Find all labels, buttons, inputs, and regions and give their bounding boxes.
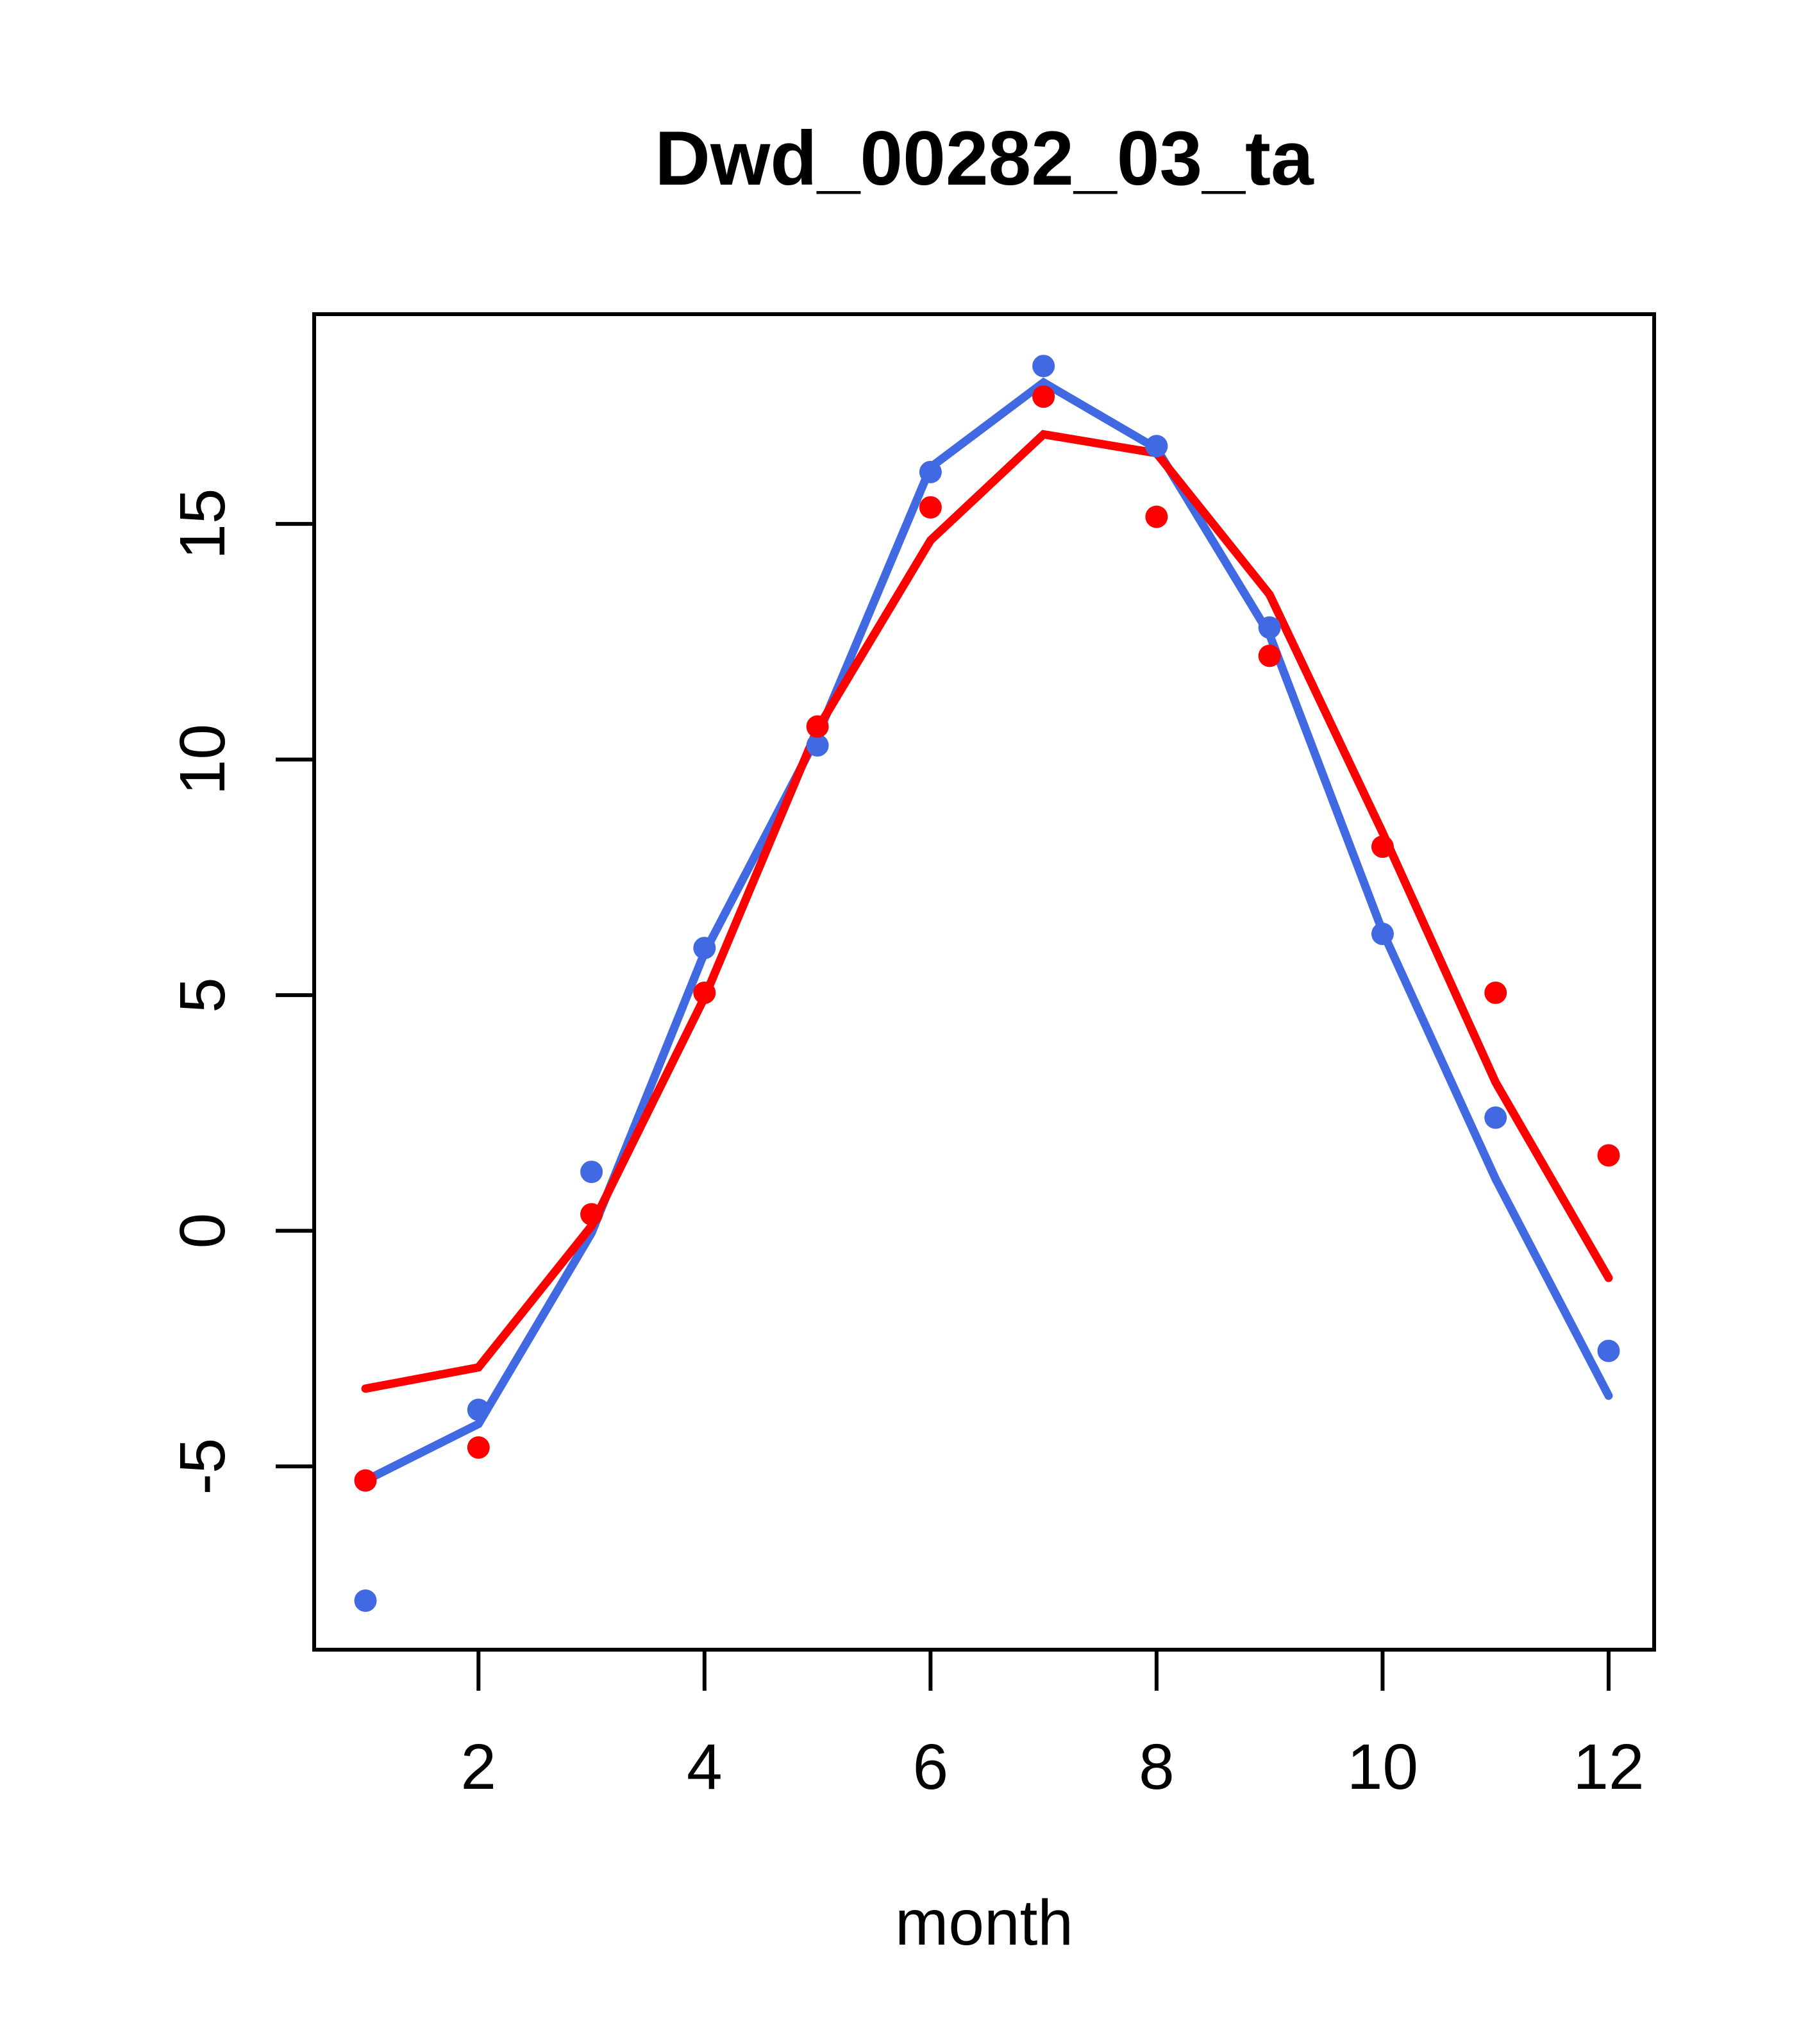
data-point [354,1469,377,1492]
data-point [580,1160,603,1184]
data-point [1145,505,1168,528]
data-point [1371,923,1394,946]
data-point [580,1203,603,1226]
blue-line [361,377,1613,1485]
x-tick-label: 4 [687,1731,723,1803]
data-point [1484,1106,1507,1129]
data-point [1258,616,1281,639]
data-point [919,496,942,519]
data-point [806,715,829,738]
data-point [467,1398,490,1421]
y-tick-label: 10 [167,724,239,795]
chart-title: Dwd_00282_03_ta [655,115,1314,201]
data-point [919,460,942,483]
x-tick-label: 12 [1573,1731,1644,1803]
x-tick-label: 8 [1139,1731,1175,1803]
x-axis-label: month [895,1887,1073,1959]
data-point [1032,385,1055,408]
blue-points [354,355,1620,1613]
y-tick-label: 0 [167,1213,239,1249]
x-tick-label: 10 [1347,1731,1418,1803]
red-points [354,385,1620,1492]
data-point [1032,355,1055,378]
series-layer [354,355,1620,1613]
red-line [361,430,1613,1393]
data-point [693,981,716,1004]
y-axis: -5 0 5 10 15 [167,488,314,1495]
x-tick-label: 6 [913,1731,949,1803]
data-point [806,734,829,757]
data-point [1484,981,1507,1004]
y-tick-label: 5 [167,977,239,1013]
x-tick-label: 2 [460,1731,496,1803]
x-axis: 2 4 6 8 10 12 [460,1650,1645,1803]
data-point [1371,835,1394,859]
data-point [693,937,716,960]
y-tick-label: -5 [167,1438,239,1495]
data-point [1145,435,1168,458]
data-point [1597,1144,1620,1167]
data-point [1597,1339,1620,1362]
data-point [354,1589,377,1613]
data-point [467,1436,490,1459]
data-point [1258,644,1281,667]
plot-box [312,312,1656,1652]
y-tick-label: 15 [167,488,239,559]
